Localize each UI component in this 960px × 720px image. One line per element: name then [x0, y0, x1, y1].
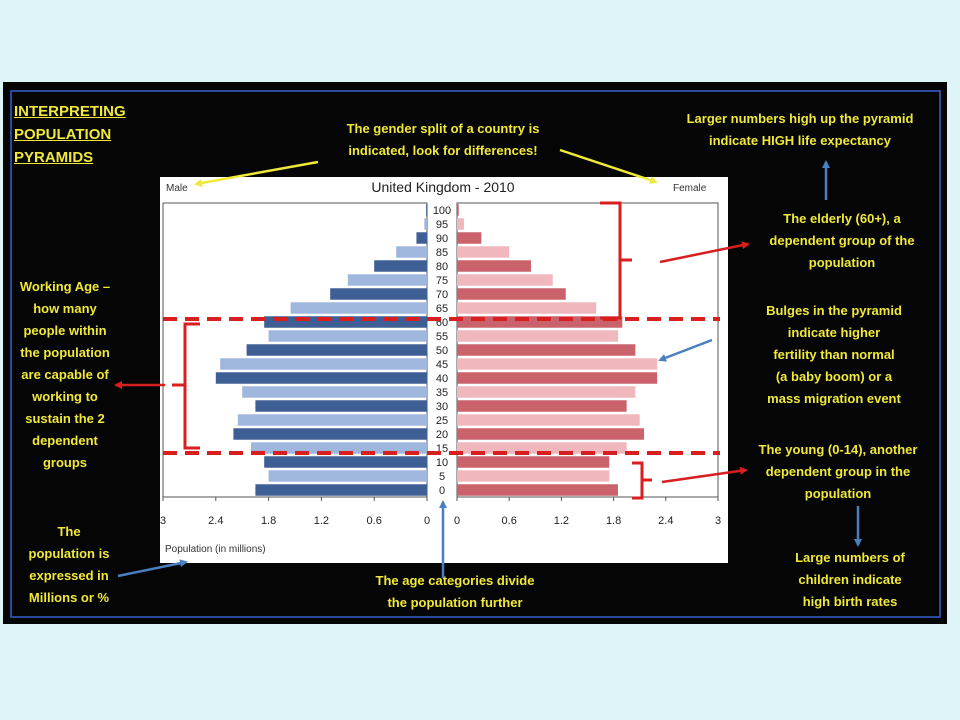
bulges-arrow [658, 338, 713, 362]
female-bar-age-55 [457, 330, 618, 342]
male-bar-age-100 [426, 204, 427, 216]
age-label-25: 25 [436, 415, 448, 427]
page-title: INTERPRETING POPULATION PYRAMIDS [14, 103, 126, 166]
male-bar-age-45 [220, 358, 427, 370]
male-bar-age-90 [416, 232, 427, 244]
elderly-annotation: The elderly (60+), a dependent group of … [769, 211, 915, 270]
female-bar-age-15 [457, 442, 627, 454]
female-bar-age-60 [457, 316, 623, 328]
female-x-tick-label: 1.2 [554, 515, 569, 527]
age-label-80: 80 [436, 261, 448, 273]
female-bar-age-35 [457, 386, 636, 398]
female-bar-age-10 [457, 456, 610, 468]
male-bar-age-35 [242, 386, 427, 398]
age-label-5: 5 [439, 471, 445, 483]
male-bar-age-40 [215, 372, 427, 384]
female-bar-age-70 [457, 288, 566, 300]
age-label-10: 10 [436, 457, 448, 469]
male-x-tick-label: 1.2 [314, 515, 329, 527]
age-label-20: 20 [436, 429, 448, 441]
age-label-100: 100 [433, 205, 451, 217]
young-annotation: The young (0-14), another dependent grou… [758, 442, 918, 501]
female-bar-age-0 [457, 484, 618, 496]
age-label-90: 90 [436, 233, 448, 245]
young-arrow [661, 466, 748, 484]
gender-annotation: The gender split of a country is indicat… [346, 121, 540, 158]
female-bar-age-45 [457, 358, 658, 370]
female-bar-age-100 [457, 204, 459, 216]
population-units-annotation: The population is expressed in Millions … [28, 524, 110, 605]
elderly-bracket [600, 201, 632, 320]
age-label-65: 65 [436, 303, 448, 315]
male-x-tick-label: 1.8 [261, 515, 276, 527]
age-label-85: 85 [436, 247, 448, 259]
female-x-tick-label: 1.8 [606, 515, 621, 527]
male-bar-age-30 [255, 400, 427, 412]
elderly-arrow [659, 241, 750, 264]
male-bar-age-60 [264, 316, 427, 328]
female-bar-age-80 [457, 260, 531, 272]
male-bar-age-65 [290, 302, 427, 314]
age-label-35: 35 [436, 387, 448, 399]
male-bar-age-0 [255, 484, 427, 496]
gender-arrow-left [194, 160, 319, 187]
female-x-tick-label: 2.4 [658, 515, 673, 527]
female-label: Female [673, 183, 707, 194]
age-label-55: 55 [436, 331, 448, 343]
female-x-tick-label: 0 [454, 515, 460, 527]
female-bar-age-40 [457, 372, 658, 384]
chart-title: United Kingdom - 2010 [371, 179, 514, 195]
age-label-40: 40 [436, 373, 448, 385]
x-axis-label: Population (in millions) [165, 544, 266, 555]
male-x-tick-label: 0.6 [367, 515, 382, 527]
panel-border [10, 90, 941, 618]
male-x-tick-label: 3 [160, 515, 166, 527]
female-bar-age-20 [457, 428, 645, 440]
male-bar-age-10 [264, 456, 427, 468]
age-label-70: 70 [436, 289, 448, 301]
female-bar-age-65 [457, 302, 597, 314]
age-label-45: 45 [436, 359, 448, 371]
male-bar-age-85 [396, 246, 427, 258]
male-bar-age-95 [424, 218, 427, 230]
life-expectancy-annotation: Larger numbers high up the pyramid indic… [686, 111, 914, 148]
male-label: Male [166, 183, 188, 194]
young-bracket [632, 461, 652, 500]
female-bar-age-50 [457, 344, 636, 356]
female-bar-age-75 [457, 274, 553, 286]
male-x-tick-label: 0 [424, 515, 430, 527]
female-bar-age-85 [457, 246, 510, 258]
female-bar-age-30 [457, 400, 627, 412]
male-bar-age-70 [330, 288, 427, 300]
population-units-arrow [117, 559, 188, 578]
working-age-bracket [172, 322, 200, 450]
birth-rates-annotation: Large numbers of children indicate high … [795, 550, 905, 609]
female-bar-age-95 [457, 218, 464, 230]
gender-arrow-right [559, 148, 658, 184]
male-bar-age-15 [251, 442, 427, 454]
male-bar-age-20 [233, 428, 427, 440]
female-bar-age-90 [457, 232, 482, 244]
male-bar-age-75 [347, 274, 427, 286]
male-bar-age-25 [237, 414, 427, 426]
female-x-tick-label: 0.6 [502, 515, 517, 527]
age-label-50: 50 [436, 345, 448, 357]
age-categories-annotation: The age categories divide the population… [375, 573, 535, 610]
bulges-annotation: Bulges in the pyramid indicate higher fe… [766, 303, 902, 406]
male-x-tick-label: 2.4 [208, 515, 223, 527]
age-label-95: 95 [436, 219, 448, 231]
female-bar-age-25 [457, 414, 640, 426]
male-bar-age-50 [246, 344, 427, 356]
age-label-75: 75 [436, 275, 448, 287]
female-bar-age-5 [457, 470, 610, 482]
female-x-tick-label: 3 [715, 515, 721, 527]
age-label-30: 30 [436, 401, 448, 413]
working-age-annotation: Working Age – how many people within the… [19, 279, 111, 470]
male-bar-age-55 [268, 330, 427, 342]
age-label-0: 0 [439, 485, 445, 497]
male-bar-age-80 [374, 260, 427, 272]
male-bar-age-5 [268, 470, 427, 482]
